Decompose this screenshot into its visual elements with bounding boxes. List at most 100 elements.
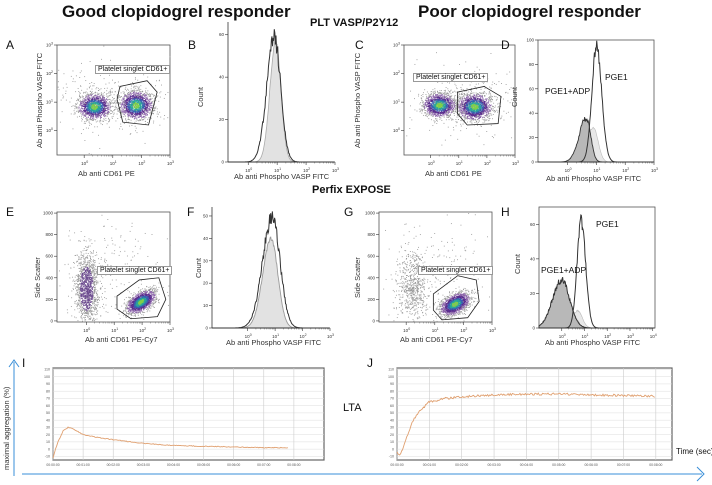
event-dot <box>446 111 448 113</box>
event-dot <box>76 100 78 102</box>
event-dot <box>446 95 448 97</box>
event-dot <box>95 88 97 90</box>
event-dot <box>144 110 146 112</box>
event-dot <box>99 95 101 97</box>
event-dot <box>128 106 129 107</box>
event-dot <box>110 99 112 101</box>
scatter-points-A <box>57 45 171 155</box>
event-dot <box>105 105 107 107</box>
event-dot <box>127 92 129 94</box>
event-dot <box>88 109 90 111</box>
event-dot <box>444 109 446 111</box>
event-dot <box>121 110 123 112</box>
event-dot <box>106 98 107 100</box>
event-dot <box>138 107 140 108</box>
event-dot <box>438 97 440 98</box>
event-dot <box>450 114 451 116</box>
event-dot <box>133 103 135 105</box>
event-dot <box>123 109 125 111</box>
event-dot <box>139 112 141 114</box>
event-dot <box>419 103 421 105</box>
event-dot <box>95 98 97 100</box>
event-dot <box>85 115 87 117</box>
event-dot <box>89 102 91 104</box>
event-dot <box>447 104 449 106</box>
event-dot <box>436 94 438 96</box>
event-dot <box>87 113 89 115</box>
event-dot <box>426 98 428 99</box>
event-dot <box>434 96 436 98</box>
event-dot <box>75 91 77 93</box>
event-dot <box>446 104 448 106</box>
event-dot <box>430 104 432 106</box>
event-dot <box>101 117 102 118</box>
event-dot <box>434 106 436 108</box>
event-dot <box>127 115 129 117</box>
event-dot <box>99 106 101 108</box>
event-dot <box>83 116 85 118</box>
event-dot <box>99 111 101 113</box>
event-dot <box>440 114 442 116</box>
event-dot <box>85 113 87 115</box>
event-dot <box>94 93 96 95</box>
event-dot <box>106 90 108 92</box>
event-dot <box>143 111 144 113</box>
event-dot <box>87 100 89 102</box>
event-dot <box>72 70 74 72</box>
event-dot <box>459 98 461 100</box>
event-dot <box>463 95 464 97</box>
event-dot <box>108 82 110 84</box>
event-dot <box>121 128 123 130</box>
event-dot <box>488 97 490 98</box>
event-dot <box>107 108 109 110</box>
event-dot <box>149 95 151 97</box>
event-dot <box>135 120 137 122</box>
event-dot <box>109 74 111 76</box>
event-dot <box>91 88 93 90</box>
event-dot <box>438 116 440 118</box>
event-dot <box>440 108 442 110</box>
event-dot <box>133 99 135 101</box>
event-dot <box>122 113 124 115</box>
event-dot <box>441 107 443 109</box>
event-dot <box>99 114 100 116</box>
event-dot <box>139 108 141 110</box>
event-dot <box>96 103 97 105</box>
event-dot <box>109 104 111 106</box>
event-dot <box>101 58 103 60</box>
event-dot <box>453 103 455 105</box>
event-dot <box>134 109 135 111</box>
event-dot <box>143 103 145 105</box>
event-dot <box>126 111 128 113</box>
event-dot <box>102 108 104 110</box>
event-dot <box>114 106 116 108</box>
event-dot <box>129 96 131 98</box>
event-dot <box>432 106 434 108</box>
event-dot <box>72 81 74 82</box>
event-dot <box>93 106 95 108</box>
event-dot <box>127 101 128 103</box>
event-dot <box>424 107 426 109</box>
event-dot <box>431 105 433 107</box>
event-dot <box>441 101 443 103</box>
event-dot <box>88 100 90 102</box>
event-dot <box>135 91 137 93</box>
event-dot <box>144 109 146 111</box>
event-dot <box>437 93 439 94</box>
event-dot <box>452 111 454 113</box>
event-dot <box>439 95 441 97</box>
event-dot <box>116 95 118 97</box>
event-dot <box>436 105 438 107</box>
event-dot <box>116 94 118 96</box>
event-dot <box>441 105 443 107</box>
event-dot <box>134 111 136 113</box>
event-dot <box>141 98 143 100</box>
event-dot <box>85 110 87 112</box>
event-dot <box>130 96 132 98</box>
event-dot <box>431 103 433 105</box>
event-dot <box>463 111 465 113</box>
event-dot <box>91 106 93 107</box>
event-dot <box>104 105 106 106</box>
event-dot <box>450 107 452 109</box>
event-dot <box>446 93 448 95</box>
